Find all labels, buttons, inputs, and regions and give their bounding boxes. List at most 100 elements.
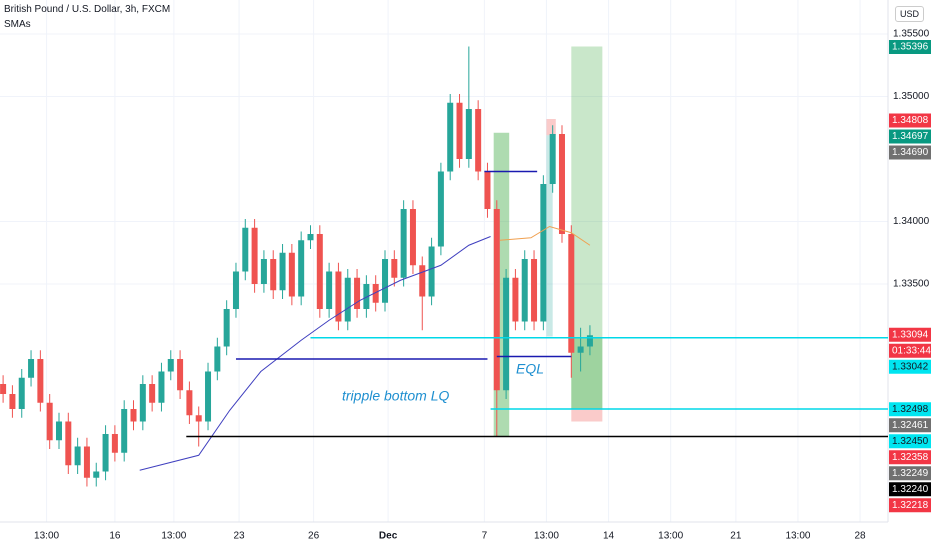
candle-body xyxy=(465,109,472,159)
price-label: 1.33094 xyxy=(892,329,929,340)
price-label-bg xyxy=(889,434,931,449)
candle-body xyxy=(549,134,556,184)
candle-body xyxy=(28,359,35,378)
candle-body xyxy=(456,102,463,159)
candle-body xyxy=(9,394,16,409)
candle-body xyxy=(18,377,25,409)
candle-body xyxy=(568,234,575,353)
price-label: 1.32450 xyxy=(892,436,929,447)
x-tick-label: 13:00 xyxy=(658,531,683,542)
candle-body xyxy=(288,252,295,297)
candle-body xyxy=(186,390,193,416)
annotation: tripple bottom LQ xyxy=(342,388,449,404)
annotation: EQL xyxy=(516,361,544,377)
candle-body xyxy=(93,471,100,478)
price-label: 1.34808 xyxy=(892,115,929,126)
candle-body xyxy=(130,409,137,422)
price-label: 1.33042 xyxy=(892,361,929,372)
x-tick-label: 16 xyxy=(109,531,121,542)
candle-body xyxy=(242,227,249,272)
price-label: 1.32498 xyxy=(892,404,929,415)
candle-body xyxy=(55,421,62,441)
candle-body xyxy=(409,209,416,266)
price-label-bg xyxy=(889,129,931,144)
candle-body xyxy=(46,402,53,441)
x-tick-label: Dec xyxy=(379,531,398,542)
zone xyxy=(571,409,603,422)
candle-body xyxy=(354,277,361,309)
y-tick-label: 1.35000 xyxy=(893,91,930,102)
candle-body xyxy=(37,359,44,403)
candle-body xyxy=(167,359,174,372)
price-label-bg xyxy=(889,145,931,160)
candle-body xyxy=(475,109,482,172)
candle-body xyxy=(307,234,314,241)
indicator-line xyxy=(139,236,491,471)
candle-body xyxy=(102,434,109,472)
zone xyxy=(546,119,556,136)
price-label-bg xyxy=(889,482,931,497)
candle-body xyxy=(316,234,323,309)
candle-body xyxy=(83,446,90,478)
y-tick-label: 1.35500 xyxy=(893,29,930,40)
candle-body xyxy=(419,265,426,297)
x-tick-label: 13:00 xyxy=(161,531,186,542)
currency-button[interactable]: USD xyxy=(894,6,924,22)
zone xyxy=(571,46,603,409)
price-label-bg xyxy=(889,402,931,417)
candle-body xyxy=(363,284,370,309)
indicator-label: SMAs xyxy=(4,19,31,30)
price-label-bg xyxy=(889,498,931,513)
candle-body xyxy=(270,259,277,291)
candle-body xyxy=(558,134,565,234)
price-label-bg xyxy=(889,327,931,342)
candle-body xyxy=(214,346,221,372)
candle-body xyxy=(382,259,389,303)
candle-body xyxy=(139,384,146,422)
x-tick-label: 23 xyxy=(234,531,246,542)
x-tick-label: 7 xyxy=(482,531,488,542)
price-label: 1.32218 xyxy=(892,500,929,511)
zone xyxy=(546,135,553,337)
price-label: 1.32240 xyxy=(892,484,929,495)
candle-body xyxy=(493,209,500,391)
candle-body xyxy=(74,446,81,466)
symbol-title: British Pound / U.S. Dollar, 3h, FXCM xyxy=(4,4,171,15)
candle-body xyxy=(586,335,593,347)
y-tick-label: 1.33500 xyxy=(893,279,930,290)
candle-body xyxy=(503,277,510,391)
x-tick-label: 28 xyxy=(854,531,866,542)
price-label: 1.32249 xyxy=(892,468,929,479)
candle-body xyxy=(372,284,379,303)
candle-body xyxy=(298,240,305,297)
x-tick-label: 14 xyxy=(603,531,615,542)
price-label-bg xyxy=(889,359,931,374)
x-tick-label: 13:00 xyxy=(534,531,559,542)
countdown: 01:33:44 xyxy=(892,345,931,356)
candle-body xyxy=(121,409,128,453)
candle-body xyxy=(391,259,398,278)
candle-body xyxy=(484,171,491,209)
candle-body xyxy=(447,102,454,172)
zone xyxy=(571,337,603,409)
candle-body xyxy=(540,184,547,322)
price-label-bg xyxy=(889,113,931,128)
candle-body xyxy=(111,434,118,453)
x-tick-label: 21 xyxy=(730,531,742,542)
candle-body xyxy=(65,421,72,466)
candle-body xyxy=(251,227,258,284)
y-tick-label: 1.34000 xyxy=(893,216,930,227)
candle-body xyxy=(531,259,538,322)
price-label: 1.32358 xyxy=(892,452,929,463)
candle-body xyxy=(428,246,435,297)
candle-body xyxy=(0,384,7,394)
candle-body xyxy=(279,252,286,291)
candle-body xyxy=(232,271,239,309)
price-label: 1.32461 xyxy=(892,420,929,431)
price-label: 1.34697 xyxy=(892,131,929,142)
candle-body xyxy=(158,371,165,403)
candle-body xyxy=(577,346,584,353)
candle-body xyxy=(521,259,528,322)
price-label-bg xyxy=(889,40,931,54)
